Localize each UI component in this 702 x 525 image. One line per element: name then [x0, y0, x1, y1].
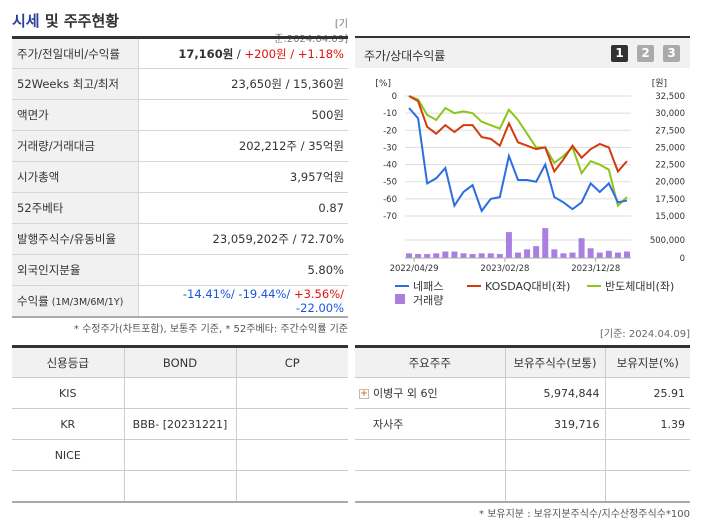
stock-chart: [%] [원] 0 32,500 -10 30,000 -20 27,500 -30 25,000… — [375, 78, 685, 307]
left-tick-label: -20 — [383, 126, 397, 136]
table-row: 자사주 319,716 1.39 — [355, 408, 690, 440]
chart-page-2-button[interactable]: 2 — [637, 45, 654, 62]
right-tick-label: 15,000 — [655, 212, 685, 222]
volume-tick-label: 0 — [680, 254, 685, 264]
volume-bar — [478, 253, 485, 258]
credit-rating-table: 신용등급 BOND CP KIS KR BBB- [20231221] NICE — [12, 345, 348, 503]
volume-bar — [415, 254, 422, 258]
left-tick-label: -60 — [383, 195, 397, 205]
chart-panel: 주가/상대수익률 1 2 3 [%] [원] 0 32,500 -10 30,000 -20… — [355, 36, 690, 314]
right-tick-label: 25,000 — [655, 143, 685, 153]
right-tick-label: 17,500 — [655, 195, 685, 205]
volume-tick-label: 500,000 — [650, 236, 685, 246]
footnote: * 수정주가(차트포함), 보통주 기준, * 52주베타: 주간수익률 기준 — [73, 324, 348, 335]
volume-bar — [460, 253, 467, 258]
right-tick-label: 20,000 — [655, 178, 685, 188]
volume-bar — [406, 253, 412, 258]
right-axis-unit: [원] — [652, 78, 667, 89]
table-row: 액면가 500원 — [12, 99, 348, 131]
left-tick-label: -40 — [383, 161, 397, 171]
volume-bar — [505, 232, 512, 258]
table-row — [355, 439, 690, 471]
volume-bar — [533, 246, 540, 258]
x-tick-label: 2022/04/29 — [390, 264, 439, 274]
volume-bar — [515, 252, 521, 258]
chart-title: 주가/상대수익률 — [364, 49, 446, 63]
volume-bar — [624, 251, 630, 258]
right-tick-label: 32,500 — [655, 92, 685, 102]
table-row: 52주베타 0.87 — [12, 192, 348, 224]
volume-bar — [524, 249, 531, 258]
shareholder-name[interactable]: 이병구 외 6인 — [373, 387, 438, 400]
volume-bar — [542, 228, 549, 258]
expand-icon[interactable]: + — [359, 389, 369, 399]
section-title: 시세 및 주주현황 — [12, 12, 120, 30]
table-row: NICE — [12, 439, 348, 471]
legend-label: 거래량 — [413, 294, 443, 307]
table-row: 주가/전일대비/수익률 17,160원 / +200원 / +1.18% — [12, 37, 348, 69]
x-tick-label: 2023/02/28 — [480, 264, 529, 274]
chart-page-1-button[interactable]: 1 — [611, 45, 628, 62]
left-axis-unit: [%] — [375, 79, 391, 89]
table-row: 거래량/거래대금 202,212주 / 35억원 — [12, 130, 348, 162]
series-line — [408, 95, 628, 208]
table-row: 외국인지분율 5.80% — [12, 254, 348, 286]
volume-bar — [605, 250, 612, 258]
volume-bar — [551, 249, 558, 258]
chart-header: 주가/상대수익률 1 2 3 — [355, 38, 690, 68]
volume-bar — [578, 238, 585, 258]
x-tick-label: 2023/12/28 — [571, 264, 620, 274]
volume-bar — [433, 253, 440, 258]
legend-label: 네패스 — [413, 280, 443, 293]
table-row: 수익률 (1M/3M/6M/1Y) -14.41%/ -19.44%/ +3.56… — [12, 285, 348, 318]
legend-swatch — [395, 294, 405, 304]
right-tick-label: 30,000 — [655, 109, 685, 119]
table-row: + 이병구 외 6인 5,974,844 25.91 — [355, 377, 690, 409]
legend-label: KOSDAQ대비(좌) — [485, 280, 570, 293]
volume-bar — [424, 254, 431, 258]
table-row: 시가총액 3,957억원 — [12, 161, 348, 193]
summary-table: 주가/전일대비/수익률 17,160원 / +200원 / +1.18% 52We… — [12, 36, 348, 318]
volume-bar — [596, 252, 603, 258]
left-tick-label: 0 — [392, 92, 397, 102]
major-shareholders-table: 주요주주 보유주식수(보통) 보유지분(%) + 이병구 외 6인 5,974,844 2… — [355, 345, 690, 503]
as-of-date: [기준: 2024.04.09] — [599, 329, 690, 340]
chart-page-3-button[interactable]: 3 — [663, 45, 680, 62]
table-row — [12, 470, 348, 503]
volume-bar — [614, 252, 621, 258]
volume-bar — [587, 248, 594, 258]
table-row: KR BBB- [20231221] — [12, 408, 348, 440]
table-row: 52Weeks 최고/최저 23,650원 / 15,360원 — [12, 68, 348, 100]
legend-label: 반도체대비(좌) — [605, 280, 674, 293]
left-tick-label: -10 — [383, 109, 397, 119]
table-row: KIS — [12, 377, 348, 409]
volume-bar — [496, 254, 503, 258]
right-tick-label: 22,500 — [655, 161, 685, 171]
series-line — [408, 95, 628, 174]
table-row — [355, 470, 690, 503]
volume-bar — [560, 253, 567, 258]
footnote: * 보유지분 : 보유지분주식수/지수산정주식수*100 — [479, 509, 690, 520]
volume-bar — [469, 254, 476, 258]
series-line — [408, 107, 628, 213]
table-row: 발행주식수/유동비율 23,059,202주 / 72.70% — [12, 223, 348, 255]
volume-bar — [569, 252, 576, 258]
volume-bar — [442, 251, 449, 258]
volume-bar — [451, 251, 458, 258]
left-tick-label: -70 — [383, 212, 397, 222]
left-tick-label: -50 — [383, 178, 397, 188]
right-tick-label: 27,500 — [655, 126, 685, 136]
left-tick-label: -30 — [383, 143, 397, 153]
volume-bar — [487, 253, 494, 258]
